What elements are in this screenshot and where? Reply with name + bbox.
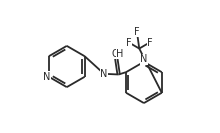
Text: H: H bbox=[116, 49, 124, 59]
Text: F: F bbox=[134, 27, 139, 37]
Text: N: N bbox=[43, 72, 51, 82]
Text: O: O bbox=[112, 49, 119, 59]
Text: F: F bbox=[126, 38, 131, 48]
Text: F: F bbox=[147, 38, 153, 48]
Text: N: N bbox=[100, 69, 108, 79]
Text: N: N bbox=[140, 54, 148, 65]
